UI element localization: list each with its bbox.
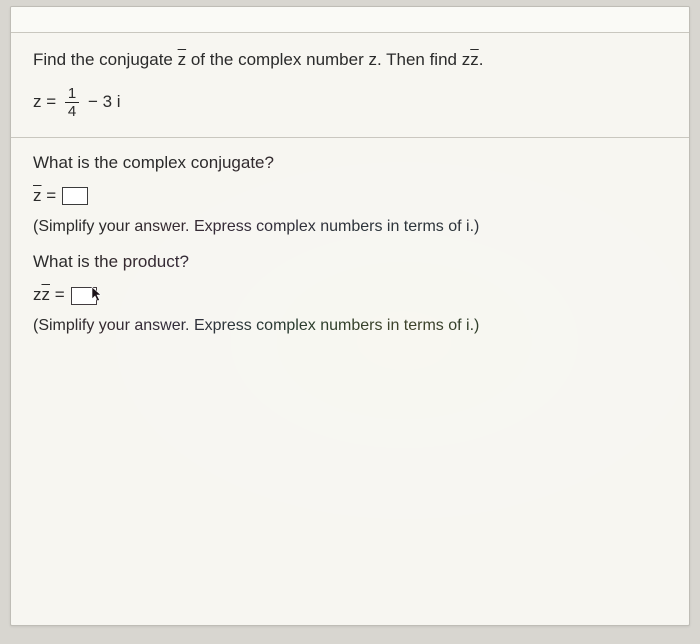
given-rhs: − 3 i: [83, 92, 120, 111]
instr-post: .: [479, 50, 484, 69]
question-1: What is the complex conjugate?: [33, 152, 667, 175]
panel-top-strip: [11, 7, 689, 33]
given-expression: z = 1 4 − 3 i: [33, 86, 667, 119]
content-area: Find the conjugate z of the complex numb…: [11, 33, 689, 361]
fraction-numerator: 1: [65, 86, 79, 102]
fraction: 1 4: [65, 86, 79, 119]
conjugate-input[interactable]: [62, 187, 88, 205]
instr-pre: Find the conjugate: [33, 50, 178, 69]
q2-lhs: zz =: [33, 284, 65, 307]
question-panel: Find the conjugate z of the complex numb…: [10, 6, 690, 626]
hint-2: (Simplify your answer. Express complex n…: [33, 315, 667, 337]
q2-eq: =: [50, 285, 65, 304]
q2-z: z: [33, 285, 42, 304]
zbar-symbol-4: z: [42, 285, 51, 304]
instr-mid: of the complex number z. Then find z: [186, 50, 470, 69]
product-input[interactable]: [71, 287, 97, 305]
q1-eq: =: [42, 186, 57, 205]
instruction-text: Find the conjugate z of the complex numb…: [33, 49, 667, 72]
zbar-symbol-2: z: [470, 50, 479, 69]
section-divider: [11, 137, 689, 138]
screen: Find the conjugate z of the complex numb…: [0, 0, 700, 644]
zbar-symbol-3: z: [33, 186, 42, 205]
fraction-denominator: 4: [65, 102, 79, 119]
hint-1: (Simplify your answer. Express complex n…: [33, 216, 667, 238]
given-lhs: z =: [33, 92, 56, 111]
q1-lhs: z =: [33, 185, 56, 208]
question-2: What is the product?: [33, 251, 667, 274]
answer-row-2: zz =: [33, 284, 667, 307]
zbar-symbol: z: [178, 50, 187, 69]
cursor-icon: [90, 286, 104, 304]
answer-row-1: z =: [33, 185, 667, 208]
